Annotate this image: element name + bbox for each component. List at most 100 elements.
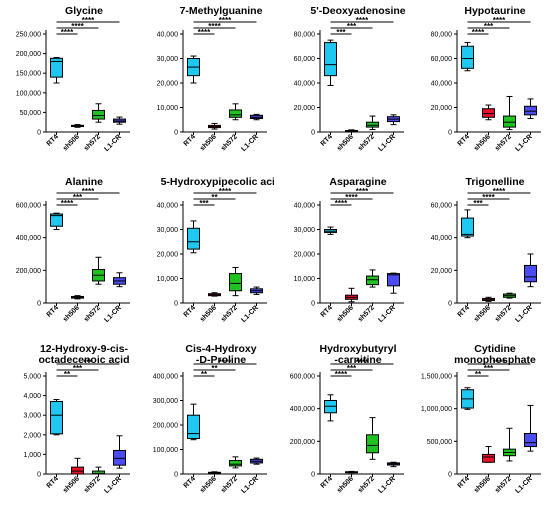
y-tick-label: 500,000 <box>427 439 452 446</box>
panel-title: -D-Proline <box>196 354 246 366</box>
x-tick-label: sh572 <box>83 475 102 494</box>
significance-label: **** <box>493 187 506 196</box>
significance-label: **** <box>472 28 485 37</box>
x-tick-label: L1-CR <box>377 304 397 324</box>
significance-label: **** <box>61 28 74 37</box>
x-tick-label: sh506 <box>62 133 81 152</box>
box-sh572 <box>229 109 242 118</box>
significance-label: **** <box>71 22 84 31</box>
significance-label: ** <box>64 370 71 379</box>
y-tick-label: 100,000 <box>153 447 178 454</box>
x-tick-label: RT4 <box>183 304 197 318</box>
x-tick-label: RT4 <box>320 475 334 489</box>
panel-title: monophosphate <box>454 354 536 366</box>
panel-title: Hydroxybutyryl <box>319 343 396 355</box>
y-tick-label: 20,000 <box>157 81 179 88</box>
y-tick-label: 30,000 <box>157 56 179 63</box>
box-rt4 <box>50 400 63 435</box>
y-tick-label: 60,000 <box>294 56 316 63</box>
box-sh572 <box>366 434 379 454</box>
y-tick-label: 20,000 <box>431 268 453 275</box>
x-tick-label: L1-CR <box>103 133 123 153</box>
y-tick-label: 200,000 <box>16 268 41 275</box>
panel-title: Asparagine <box>329 176 386 188</box>
y-tick-label: 0 <box>311 472 315 479</box>
y-tick-label: 80,000 <box>294 32 316 39</box>
significance-label: **** <box>198 28 211 37</box>
x-tick-label: sh572 <box>494 304 513 323</box>
y-tick-label: 40,000 <box>294 81 316 88</box>
significance-label: ** <box>475 370 482 379</box>
y-tick-label: 0 <box>37 472 41 479</box>
y-tick-label: 0 <box>174 301 178 308</box>
boxplot-panel: Alanine 0 200,000 400,000 600,000 RT4 sh506 sh5… <box>16 176 130 324</box>
significance-label: *** <box>473 199 483 208</box>
significance-label: *** <box>83 358 93 367</box>
x-tick-label: sh572 <box>494 133 513 152</box>
boxplot-panel: 5-Hydroxypipecolic acid 0 10,000 20,000 30,0… <box>157 176 274 324</box>
panel-title: Cytidine <box>474 343 516 355</box>
x-tick-label: RT4 <box>183 133 197 147</box>
y-tick-label: 0 <box>37 301 41 308</box>
y-tick-label: 10,000 <box>294 276 316 283</box>
box-rt4 <box>50 57 63 78</box>
y-tick-label: 40,000 <box>431 81 453 88</box>
y-tick-label: 0 <box>448 301 452 308</box>
x-tick-label: L1-CR <box>514 133 534 153</box>
box-sh572 <box>92 109 105 120</box>
boxplot-panel: 12-Hydroxy-9-cis-octadecenoic acid 0 1,000… <box>23 343 130 495</box>
y-tick-label: 2,000 <box>23 432 41 439</box>
x-tick-label: sh572 <box>494 475 513 494</box>
y-tick-label: 60,000 <box>431 56 453 63</box>
x-tick-label: L1-CR <box>514 304 534 324</box>
panel-title: Alanine <box>65 176 103 188</box>
x-tick-label: L1-CR <box>240 133 260 153</box>
x-tick-label: sh506 <box>62 475 81 494</box>
significance-label: *** <box>347 22 357 31</box>
boxplot-panel: 7-Methylguanine 0 10,000 20,000 30,000 40,000… <box>157 5 267 153</box>
boxplot-panel: Trigonelline 0 20,000 40,000 60,000 RT4 sh506 s… <box>431 176 541 324</box>
significance-label: **** <box>356 358 369 367</box>
boxplot-panel: Glycine 0 50,000 100,000 150,000 200,000 250,0… <box>16 5 130 153</box>
x-tick-label: sh572 <box>357 133 376 152</box>
y-tick-label: 100,000 <box>16 90 41 97</box>
y-tick-label: 20,000 <box>294 105 316 112</box>
x-tick-label: sh506 <box>199 133 218 152</box>
x-tick-label: RT4 <box>457 475 471 489</box>
y-tick-label: 600,000 <box>290 374 315 381</box>
y-tick-label: 20,000 <box>157 252 179 259</box>
y-tick-label: 1,000,000 <box>421 406 452 413</box>
y-tick-label: 30,000 <box>294 227 316 234</box>
significance-label: *** <box>484 364 494 373</box>
box-sh572 <box>92 470 105 475</box>
panel-title: 7-Methylguanine <box>180 5 263 17</box>
significance-label: *** <box>484 22 494 31</box>
significance-label: **** <box>356 187 369 196</box>
x-tick-label: L1-CR <box>240 475 260 495</box>
box-rt4 <box>187 414 200 439</box>
x-tick-label: sh506 <box>199 304 218 323</box>
box-rt4 <box>461 217 474 237</box>
significance-label: **** <box>61 199 74 208</box>
significance-label: **** <box>219 358 232 367</box>
panel-title: 12-Hydroxy-9-cis- <box>40 343 129 355</box>
box-sh572 <box>366 275 379 286</box>
y-tick-label: 0 <box>311 301 315 308</box>
y-tick-label: 200,000 <box>153 423 178 430</box>
x-tick-label: sh506 <box>473 475 492 494</box>
y-tick-label: 5,000 <box>23 374 41 381</box>
x-tick-label: sh572 <box>220 475 239 494</box>
boxplot-panel: Cis-4-Hydroxy-D-Proline 0 100,000 200,000 30… <box>153 343 267 495</box>
x-tick-label: RT4 <box>46 475 60 489</box>
significance-label: **** <box>82 16 95 25</box>
y-tick-label: 400,000 <box>290 406 315 413</box>
significance-label: *** <box>336 28 346 37</box>
y-tick-label: 250,000 <box>16 32 41 39</box>
panel-title: octadecenoic acid <box>38 354 129 366</box>
x-tick-label: L1-CR <box>377 475 397 495</box>
box-rt4 <box>187 227 200 250</box>
x-tick-label: sh506 <box>473 304 492 323</box>
significance-label: ** <box>211 193 218 202</box>
